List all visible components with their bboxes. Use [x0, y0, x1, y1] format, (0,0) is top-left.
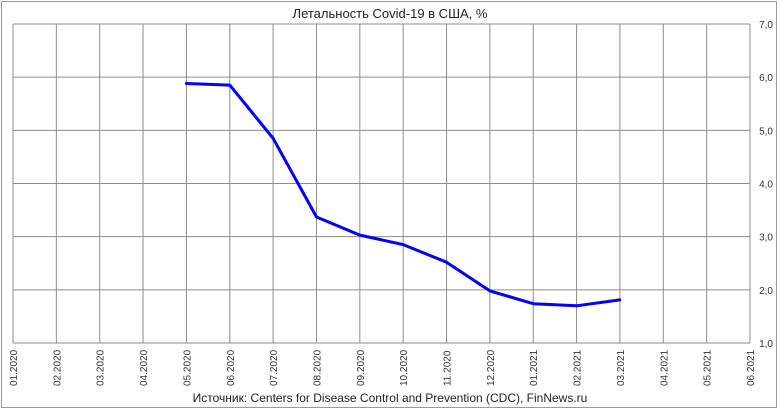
x-tick-label: 03.2021: [616, 349, 627, 386]
series-lines: [184, 82, 622, 308]
x-tick-label: 10.2020: [399, 349, 410, 386]
chart-title: Летальность Covid-19 в США, %: [292, 6, 488, 21]
x-tick-label: 02.2020: [52, 349, 63, 386]
x-tick-label: 05.2020: [182, 349, 193, 386]
x-tick-label: 04.2021: [659, 349, 670, 386]
source-note: Источник: Centers for Disease Control an…: [192, 391, 588, 405]
x-tick-label: 01.2021: [529, 349, 540, 386]
y-tick-label: 6,0: [759, 73, 773, 84]
y-tick-labels: 1,0 2,0 3,0 4,0 5,0 6,0 7,0: [759, 20, 773, 350]
y-tick-label: 5,0: [759, 126, 773, 137]
series-line: [184, 82, 622, 308]
x-tick-label: 08.2020: [312, 349, 323, 386]
grid-lines: [12, 23, 751, 344]
x-tick-label: 07.2020: [269, 349, 280, 386]
y-tick-label: 2,0: [759, 286, 773, 297]
y-tick-label: 1,0: [759, 339, 773, 350]
x-tick-label: 06.2020: [226, 349, 237, 386]
y-tick-label: 7,0: [759, 20, 773, 31]
x-tick-label: 01.2020: [9, 349, 20, 386]
x-tick-label: 05.2021: [703, 349, 714, 386]
x-tick-label: 12.2020: [486, 349, 497, 386]
x-tick-label: 03.2020: [96, 349, 107, 386]
x-tick-labels: 01.2020 02.2020 03.2020 04.2020 05.2020 06.20…: [9, 349, 757, 386]
y-tick-label: 3,0: [759, 233, 773, 244]
x-tick-label: 02.2021: [573, 349, 584, 386]
x-tick-label: 04.2020: [139, 349, 150, 386]
y-tick-label: 4,0: [759, 180, 773, 191]
x-tick-label: 09.2020: [356, 349, 367, 386]
x-tick-label: 06.2021: [746, 349, 757, 386]
x-tick-label: 11.2020: [443, 350, 454, 386]
